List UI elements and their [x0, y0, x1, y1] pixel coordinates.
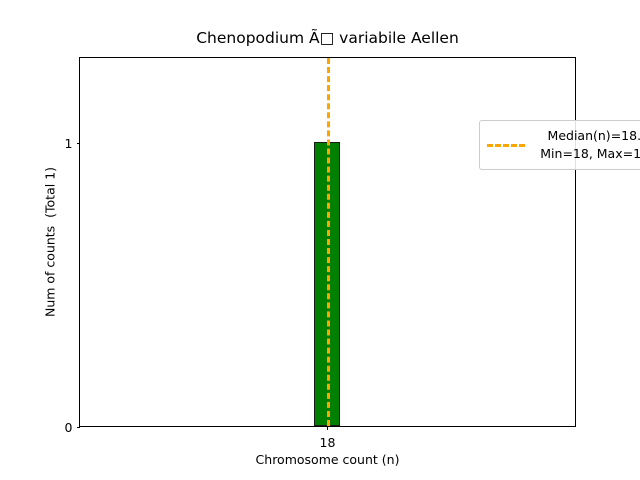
ytick-label-1: 1	[64, 136, 73, 151]
legend-dashed-line-icon	[487, 144, 525, 147]
legend-text-block: Median(n)=18.0 Min=18, Max=18	[531, 127, 640, 163]
chart-title: Chenopodium Ã□ variabile Aellen	[196, 29, 459, 47]
ytick-1: 1	[65, 136, 80, 151]
median-line	[326, 58, 330, 426]
xtick-18: 18	[320, 426, 335, 450]
legend[interactable]: Median(n)=18.0 Min=18, Max=18	[479, 120, 640, 170]
ytick-label-0: 0	[64, 420, 73, 435]
ytick-0: 0	[65, 420, 80, 435]
x-axis-label: Chromosome count (n)	[255, 452, 400, 467]
xtick-label-18: 18	[319, 434, 336, 450]
legend-label-minmax: Min=18, Max=18	[540, 146, 640, 161]
y-axis-label: Num of counts (Total 1)	[42, 166, 58, 318]
legend-label-median: Median(n)=18.0	[547, 128, 640, 143]
legend-entry-median: Median(n)=18.0 Min=18, Max=18	[487, 127, 640, 163]
plot-area: 0 1 18 Median(n)=18.0 Min=18, Max=18	[65, 57, 640, 450]
